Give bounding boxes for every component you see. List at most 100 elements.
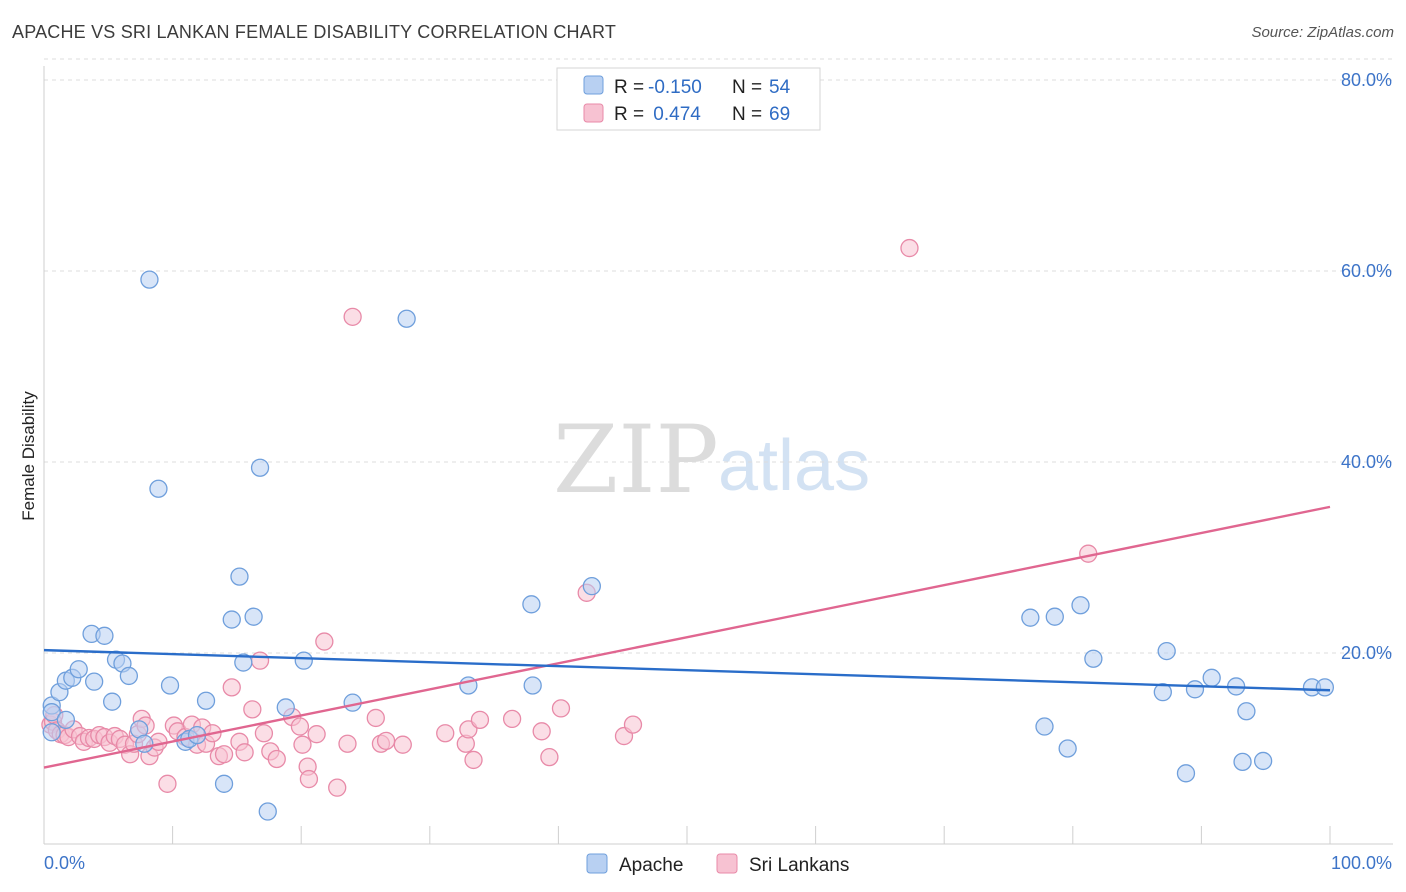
- sri-lankans-point-64: [502, 709, 522, 729]
- watermark-atlas: atlas: [718, 426, 870, 506]
- apache-point-29: [250, 458, 270, 477]
- apache-point-53: [1253, 751, 1273, 771]
- sri-lankans-point-59: [436, 724, 455, 743]
- sri-lankans-point-51: [315, 632, 334, 651]
- source-credit: Source: ZipAtlas.com: [1251, 24, 1394, 41]
- series-legend: Apache Sri Lankans: [586, 853, 849, 876]
- sri-lankans-point-62: [464, 750, 483, 770]
- legend-r-value-apache: -0.150: [648, 77, 702, 98]
- apache-point-19: [160, 676, 180, 695]
- apache-point-1: [42, 703, 61, 722]
- legend-r-label-apache: R =: [614, 77, 644, 98]
- legend-apache-label: Apache: [619, 855, 683, 876]
- y-axis-label: Female Disability: [19, 391, 38, 521]
- y-tick-labels: 20.0% 40.0% 60.0% 80.0%: [1341, 70, 1392, 663]
- apache-point-49: [1202, 668, 1221, 687]
- apache-point-2: [42, 723, 61, 742]
- x-tick-label-max: 100.0%: [1331, 853, 1392, 873]
- sri-lankans-point-44: [267, 749, 286, 769]
- apache-point-45: [1153, 683, 1172, 702]
- sri-lankans-point-47: [293, 735, 312, 754]
- apache-point-36: [522, 595, 541, 614]
- apache-point-46: [1157, 641, 1176, 661]
- watermark-zip: ZIP: [553, 406, 719, 515]
- apache-point-27: [234, 653, 253, 672]
- legend-r-value-sri-lankans: 0.474: [648, 104, 701, 125]
- sri-lankans-bottom-swatch: [716, 853, 738, 874]
- grid-lines: [44, 58, 1393, 654]
- apache-point-26: [230, 567, 249, 586]
- apache-points: [42, 270, 1335, 821]
- sri-lankans-point-52: [328, 778, 347, 797]
- apache-point-31: [276, 698, 295, 717]
- sri-lankans-point-49: [299, 769, 319, 789]
- apache-point-43: [1071, 596, 1090, 615]
- y-tick-label-60: 60.0%: [1341, 261, 1392, 281]
- legend-n-value-sri-lankans: 69: [769, 104, 790, 125]
- sri-lankans-point-36: [214, 745, 234, 764]
- sri-lankans-point-53: [338, 734, 357, 753]
- sri-lankans-point-39: [235, 743, 254, 762]
- y-tick-label-20: 20.0%: [1341, 643, 1392, 663]
- sri-lankans-point-63: [470, 710, 490, 729]
- legend-n-label-apache: N =: [732, 77, 762, 98]
- apache-point-23: [196, 691, 216, 710]
- apache-point-7: [69, 660, 88, 679]
- apache-point-10: [95, 626, 114, 645]
- apache-point-32: [294, 651, 313, 670]
- apache-point-39: [1021, 608, 1040, 627]
- legend-r-label-sri-lankans: R =: [614, 104, 644, 125]
- apache-point-52: [1237, 702, 1256, 721]
- apache-point-30: [258, 802, 277, 821]
- apache-point-28: [244, 607, 263, 626]
- apache-point-14: [119, 666, 139, 686]
- sri-lankans-point-26: [158, 774, 177, 793]
- sri-lankans-point-55: [366, 708, 385, 728]
- trend-lines: [43, 505, 1331, 769]
- apache-point-4: [56, 710, 76, 729]
- apache-point-24: [214, 774, 234, 793]
- apache-point-9: [85, 672, 104, 691]
- sri-lankans-point-67: [551, 699, 571, 718]
- sri-lankans-trend-line: [43, 505, 1331, 769]
- legend-sri-lankans-label: Sri Lankans: [749, 855, 849, 876]
- sri-lankans-point-70: [623, 715, 643, 734]
- x-tick-labels: 0.0% 100.0%: [44, 853, 1392, 873]
- apache-legend-swatch: [583, 75, 604, 95]
- apache-point-41: [1045, 607, 1064, 626]
- sri-lankans-point-71: [900, 238, 919, 258]
- x-tick-label-min: 0.0%: [44, 853, 85, 873]
- apache-point-48: [1185, 680, 1205, 699]
- apache-point-11: [103, 692, 122, 711]
- sri-lankans-point-57: [376, 731, 396, 751]
- apache-point-40: [1035, 717, 1054, 736]
- sri-lankans-point-54: [343, 307, 362, 326]
- apache-point-38: [582, 577, 601, 596]
- axes: [43, 66, 1393, 845]
- chart-title: APACHE VS SRI LANKAN FEMALE DISABILITY C…: [12, 22, 617, 42]
- sri-lankans-point-65: [532, 722, 551, 741]
- sri-lankans-point-66: [540, 747, 559, 767]
- sri-lankans-point-46: [290, 717, 310, 736]
- apache-point-42: [1058, 739, 1077, 758]
- apache-point-34: [397, 309, 416, 328]
- sri-lankans-point-50: [307, 725, 326, 744]
- sri-lankans-point-41: [250, 651, 270, 670]
- sri-lankans-legend-swatch: [583, 103, 604, 123]
- legend-n-label-sri-lankans: N =: [732, 104, 762, 125]
- apache-point-55: [1315, 678, 1335, 697]
- sri-lankans-point-40: [243, 700, 262, 719]
- apache-point-17: [140, 270, 159, 289]
- legend-n-value-apache: 54: [769, 77, 791, 98]
- y-tick-label-40: 40.0%: [1341, 452, 1392, 472]
- apache-point-37: [523, 676, 542, 695]
- apache-point-47: [1176, 764, 1196, 783]
- correlation-legend: R = -0.150 N = 54 R = 0.474 N = 69: [556, 67, 821, 131]
- apache-bottom-swatch: [586, 853, 608, 874]
- sri-lankans-point-42: [254, 724, 274, 743]
- y-tick-label-80: 80.0%: [1341, 70, 1392, 90]
- apache-point-25: [222, 610, 241, 629]
- sri-lankans-point-37: [222, 678, 241, 697]
- apache-point-44: [1084, 649, 1103, 668]
